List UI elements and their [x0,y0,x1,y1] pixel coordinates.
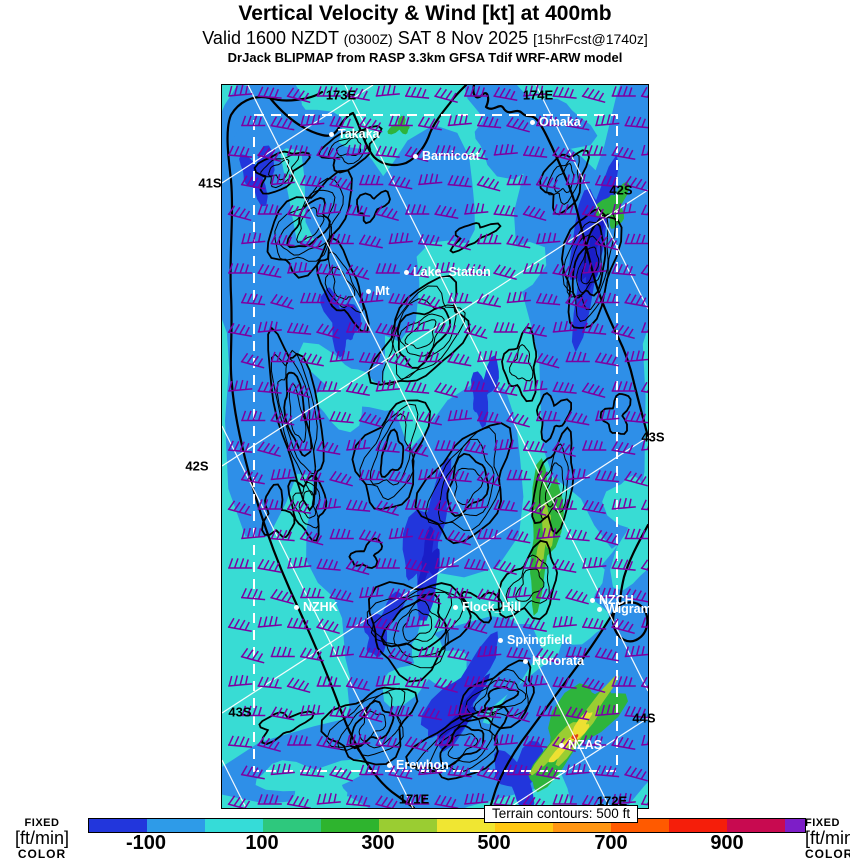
site-label: Hororata [532,654,585,668]
site-dot-icon [294,604,299,610]
site-label: Wigram [606,602,652,616]
colorbar-caption-left: FIXED [ft/min] COLOR [2,817,82,860]
page-title: Vertical Velocity & Wind [kt] at 400mb [238,2,612,25]
site-marker: Mt [366,284,390,298]
colorbar-segment [205,819,263,832]
site-dot-icon [329,131,334,137]
colorbar-segment [89,819,147,832]
site-marker: NZHK [294,600,338,614]
grid-label: 42S [609,182,633,198]
colorbar-tick: 700 [594,832,628,854]
colorbar-segment [147,819,205,832]
colorbar-caption-right: FIXED [ft/min] COLOR [805,817,850,860]
site-label: Erewhon [396,758,449,772]
caption-units: [ft/min] [14,828,69,849]
grid-label: 171E [398,791,430,807]
site-dot-icon [498,637,503,643]
site-marker: Barnicoat [413,149,480,163]
colorbar [88,818,806,833]
site-marker: Takaka [329,127,379,141]
terrain-note: Terrain contours: 500 ft [484,805,639,823]
colorbar-segment [437,819,495,832]
site-marker: NZAS [559,738,602,752]
site-marker: Omaka [530,115,581,129]
colorbar-segment [379,819,437,832]
valid-date: SAT 8 Nov 2025 [392,28,534,48]
colorbar-segment [785,819,805,832]
site-marker: Wigram [597,602,652,616]
grid-label: 43S [228,704,252,720]
site-label: NZAS [568,738,603,752]
grid-label: 42S [185,458,209,474]
valid-time-line: Valid 1600 NZDT (0300Z) SAT 8 Nov 2025 [… [0,28,850,49]
weather-map [221,84,649,809]
site-dot-icon [453,604,458,610]
site-dot-icon [387,762,392,768]
grid-label: 41S [198,175,222,191]
colorbar-tick: 300 [361,832,395,854]
site-label: Omaka [539,115,581,129]
caption-fixed: FIXED [24,817,60,829]
site-marker: Erewhon [387,758,449,772]
caption-color: COLOR [805,846,850,860]
site-label: Lake_Station [413,265,491,279]
grid-label: 173E [325,87,357,103]
valid-time-utc: (0300Z) [343,31,393,47]
forecast-info: [15hrFcst@1740z] [533,31,648,47]
site-label: Takaka [338,127,380,141]
site-marker: Flock_Hill [453,600,521,614]
site-dot-icon [559,742,564,748]
caption-fixed: FIXED [805,817,840,829]
site-label: Flock_Hill [462,600,522,614]
caption-units: [ft/min] [805,828,850,849]
site-marker: NZCH [590,593,634,607]
site-label: NZCH [599,593,634,607]
site-label: Mt [375,284,390,298]
site-label: NZHK [303,600,338,614]
colorbar-segment [669,819,727,832]
grid-label: 43S [641,429,665,445]
site-marker: Springfield [498,633,572,647]
site-dot-icon [590,597,595,603]
colorbar-tick: 500 [477,832,511,854]
colorbar-tick: 100 [245,832,279,854]
grid-label: 172E [596,793,628,809]
colorbar-segment [727,819,785,832]
site-dot-icon [597,606,602,612]
site-label: Barnicoat [422,149,480,163]
vertical-velocity-field [222,85,648,808]
site-marker: Hororata [523,654,584,668]
grid-label: 44S [632,710,656,726]
site-dot-icon [413,153,418,159]
colorbar-tick: -100 [125,832,167,854]
site-dot-icon [523,658,528,664]
grid-label: 174E [522,87,554,103]
site-label: Springfield [507,633,573,647]
colorbar-tick: 900 [710,832,744,854]
model-line: DrJack BLIPMAP from RASP 3.3km GFSA Tdif… [227,50,623,65]
site-dot-icon [366,288,371,294]
caption-color: COLOR [17,846,67,860]
model-domain-border [253,114,618,772]
valid-time: Valid 1600 NZDT [202,28,344,48]
colorbar-segment [263,819,321,832]
colorbar-segment [321,819,379,832]
site-marker: Lake_Station [404,265,491,279]
site-dot-icon [404,269,409,275]
site-dot-icon [530,119,535,125]
